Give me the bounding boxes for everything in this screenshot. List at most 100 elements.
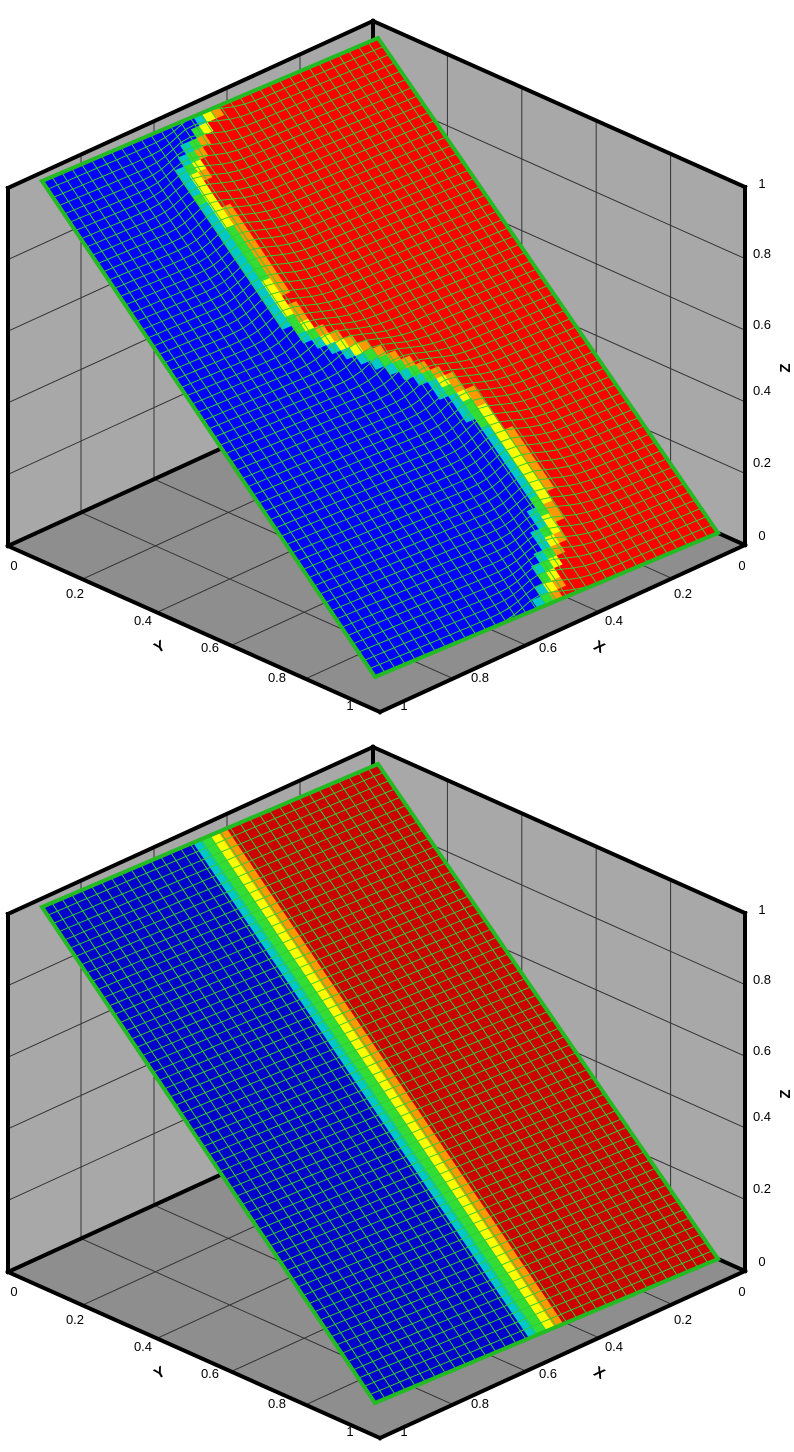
mesh-line — [274, 384, 617, 529]
mesh-line — [280, 392, 622, 537]
z-axis-label: Z — [777, 1089, 794, 1098]
mesh-line — [125, 887, 464, 1032]
tick-labels: 00.20.40.60.8100.20.40.60.8100.20.40.60.… — [10, 902, 771, 1439]
mesh-line — [202, 276, 543, 422]
mesh-line — [186, 252, 526, 397]
mesh-line — [352, 499, 696, 645]
mesh-line — [319, 450, 662, 595]
mesh-line — [319, 1176, 662, 1321]
mesh-line — [80, 821, 418, 966]
mesh-line — [335, 1200, 679, 1346]
x-tick-label: 0.2 — [674, 586, 692, 601]
mesh-line — [102, 128, 441, 273]
x-axis-label: X — [591, 637, 608, 657]
z-tick-label: 1 — [758, 176, 765, 191]
mesh-line — [213, 293, 554, 438]
y-tick-label: 0 — [10, 1284, 17, 1299]
mesh-line — [263, 367, 605, 513]
mesh-line — [219, 301, 560, 446]
plot-svg-top: 00.20.40.60.8100.20.40.60.8100.20.40.60.… — [5, 18, 794, 715]
mesh-line — [91, 111, 430, 256]
mesh-line — [236, 1052, 577, 1197]
x-tick-label: 0 — [738, 1284, 745, 1299]
box-edge — [5, 543, 383, 715]
z-tick-label: 0.2 — [753, 1181, 771, 1196]
mesh-line — [269, 375, 611, 521]
mesh-line — [91, 837, 430, 982]
mesh-line — [158, 936, 498, 1082]
mesh-line — [64, 796, 401, 941]
plot-svg-bottom: 00.20.40.60.8100.20.40.60.8100.20.40.60.… — [5, 744, 794, 1441]
mesh-line — [180, 243, 520, 389]
mesh-line — [313, 441, 656, 587]
mesh-line — [113, 144, 452, 289]
mesh-line — [324, 1184, 668, 1330]
mesh-line — [369, 524, 713, 670]
mesh-line — [341, 1209, 685, 1354]
y-axis-label: Y — [151, 1363, 168, 1383]
mesh-line — [141, 186, 481, 331]
mesh-line — [358, 1233, 702, 1379]
surface-boundary — [38, 761, 722, 1406]
mesh-line — [258, 359, 600, 504]
mesh-line — [69, 804, 407, 949]
mesh-line — [258, 1085, 600, 1230]
mesh-line — [324, 458, 668, 604]
box-edge — [377, 1268, 748, 1441]
mesh-line — [130, 895, 469, 1040]
y-tick-label: 0.8 — [268, 670, 286, 685]
mesh-line — [225, 309, 566, 455]
x-tick-label: 0.4 — [605, 1339, 623, 1354]
plot-panel-bottom: 0 0.2 0.4 0.6 0.8 1 0 0.2 0.4 0.6 0.8 1 0 0.2 0.4 0.6 0.… — [0, 726, 794, 1452]
x-tick-label: 1 — [400, 698, 407, 713]
mesh-line — [86, 829, 424, 974]
y-tick-label: 0 — [10, 558, 17, 573]
mesh-line — [347, 491, 690, 637]
mesh-line — [247, 1068, 588, 1214]
mesh-line — [64, 70, 401, 215]
box-edge — [377, 542, 748, 715]
box-edge — [5, 1269, 383, 1441]
mesh-line — [97, 846, 435, 991]
mesh-line — [347, 1217, 690, 1363]
mesh-line — [252, 351, 594, 496]
y-tick-label: 0.6 — [201, 640, 219, 655]
mesh-line — [169, 227, 509, 372]
mesh-line — [108, 136, 447, 281]
mesh-line — [136, 177, 475, 322]
x-tick-label: 0 — [738, 558, 745, 573]
y-tick-label: 0.4 — [134, 613, 152, 628]
mesh-line — [108, 862, 447, 1007]
mesh-line — [163, 945, 503, 1090]
mesh-line — [119, 879, 458, 1024]
mesh-line — [208, 1011, 549, 1156]
tick-labels: 00.20.40.60.8100.20.40.60.8100.20.40.60.… — [10, 176, 771, 713]
mesh-line — [52, 54, 390, 198]
mesh-line — [175, 961, 515, 1106]
mesh-line — [230, 1044, 571, 1189]
mesh-line — [114, 870, 452, 1015]
mesh-line — [263, 1093, 605, 1239]
mesh-line — [97, 120, 435, 265]
box-edge — [5, 744, 376, 917]
mesh-line — [241, 334, 583, 480]
mesh-line — [186, 978, 526, 1123]
z-tick-label: 0.6 — [753, 1043, 771, 1058]
mesh-line — [335, 474, 679, 620]
mesh-line — [225, 1035, 566, 1181]
surface-mesh — [41, 37, 719, 678]
mesh-line — [75, 87, 413, 232]
mesh-line — [169, 953, 509, 1098]
mesh-line — [358, 507, 702, 653]
mesh-line — [130, 169, 469, 314]
chart-top: 00.20.40.60.8100.20.40.60.8100.20.40.60.… — [5, 18, 794, 715]
box-edge — [5, 18, 376, 191]
x-tick-label: 1 — [400, 1424, 407, 1439]
mesh-line — [152, 202, 492, 347]
y-tick-label: 1 — [346, 1424, 353, 1439]
mesh-line — [75, 813, 413, 958]
mesh-line — [274, 1110, 617, 1255]
z-tick-label: 0 — [758, 1254, 765, 1269]
mesh-line — [197, 268, 537, 413]
mesh-line — [147, 194, 486, 339]
